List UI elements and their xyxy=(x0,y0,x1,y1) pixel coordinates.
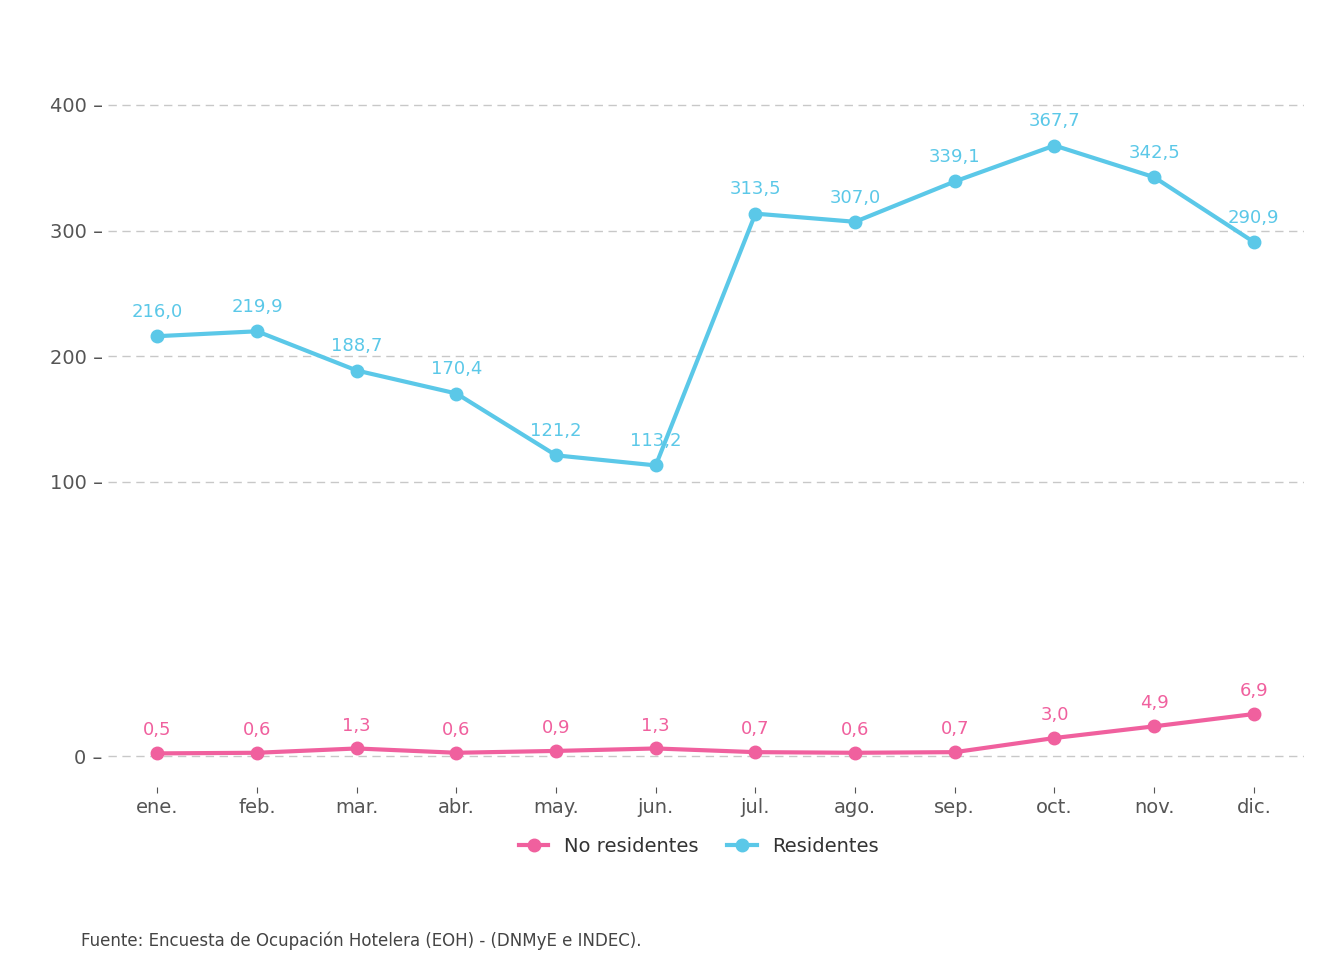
Residentes xyxy=(847,216,863,228)
Text: 216,0: 216,0 xyxy=(132,303,183,321)
Text: Fuente: Encuesta de Ocupación Hotelera (EOH) - (DNMyE e INDEC).: Fuente: Encuesta de Ocupación Hotelera (… xyxy=(81,932,641,950)
No residentes xyxy=(946,746,962,757)
Text: 0,6: 0,6 xyxy=(442,721,470,739)
Text: 188,7: 188,7 xyxy=(331,337,383,355)
Residentes xyxy=(648,460,664,471)
No residentes xyxy=(249,747,265,758)
No residentes xyxy=(1246,708,1262,720)
Text: 1,3: 1,3 xyxy=(641,716,671,734)
Line: Residentes: Residentes xyxy=(151,139,1261,471)
Text: 113,2: 113,2 xyxy=(630,432,681,450)
Text: 121,2: 121,2 xyxy=(531,422,582,440)
Text: 367,7: 367,7 xyxy=(1028,112,1081,131)
Text: 170,4: 170,4 xyxy=(430,360,482,378)
No residentes xyxy=(348,743,364,755)
Residentes xyxy=(249,325,265,337)
No residentes xyxy=(548,745,564,756)
Residentes xyxy=(946,176,962,187)
Text: 307,0: 307,0 xyxy=(829,188,880,206)
Residentes xyxy=(1047,140,1063,152)
Text: 6,9: 6,9 xyxy=(1239,683,1269,700)
Line: No residentes: No residentes xyxy=(151,708,1261,759)
Residentes xyxy=(1146,172,1163,183)
Text: 0,6: 0,6 xyxy=(243,721,271,739)
Text: 342,5: 342,5 xyxy=(1128,144,1180,162)
No residentes xyxy=(847,747,863,758)
Residentes xyxy=(149,330,165,342)
Text: 0,7: 0,7 xyxy=(941,720,969,738)
No residentes xyxy=(449,747,465,758)
Legend: No residentes, Residentes: No residentes, Residentes xyxy=(511,829,887,864)
No residentes xyxy=(648,743,664,755)
Text: 339,1: 339,1 xyxy=(929,148,981,166)
Text: 0,6: 0,6 xyxy=(841,721,870,739)
Residentes xyxy=(348,365,364,376)
Text: 0,5: 0,5 xyxy=(142,722,172,739)
No residentes xyxy=(1047,732,1063,744)
Text: 0,7: 0,7 xyxy=(741,720,770,738)
Text: 4,9: 4,9 xyxy=(1140,694,1168,712)
Text: 3,0: 3,0 xyxy=(1040,707,1068,724)
Text: 1,3: 1,3 xyxy=(343,716,371,734)
No residentes xyxy=(1146,721,1163,732)
Text: 290,9: 290,9 xyxy=(1228,208,1279,227)
Residentes xyxy=(1246,236,1262,248)
Residentes xyxy=(548,449,564,461)
Text: 219,9: 219,9 xyxy=(231,298,282,316)
No residentes xyxy=(149,748,165,759)
Residentes xyxy=(747,208,763,220)
Residentes xyxy=(449,388,465,399)
Text: 0,9: 0,9 xyxy=(542,719,570,737)
Text: 313,5: 313,5 xyxy=(730,180,781,199)
No residentes xyxy=(747,746,763,757)
